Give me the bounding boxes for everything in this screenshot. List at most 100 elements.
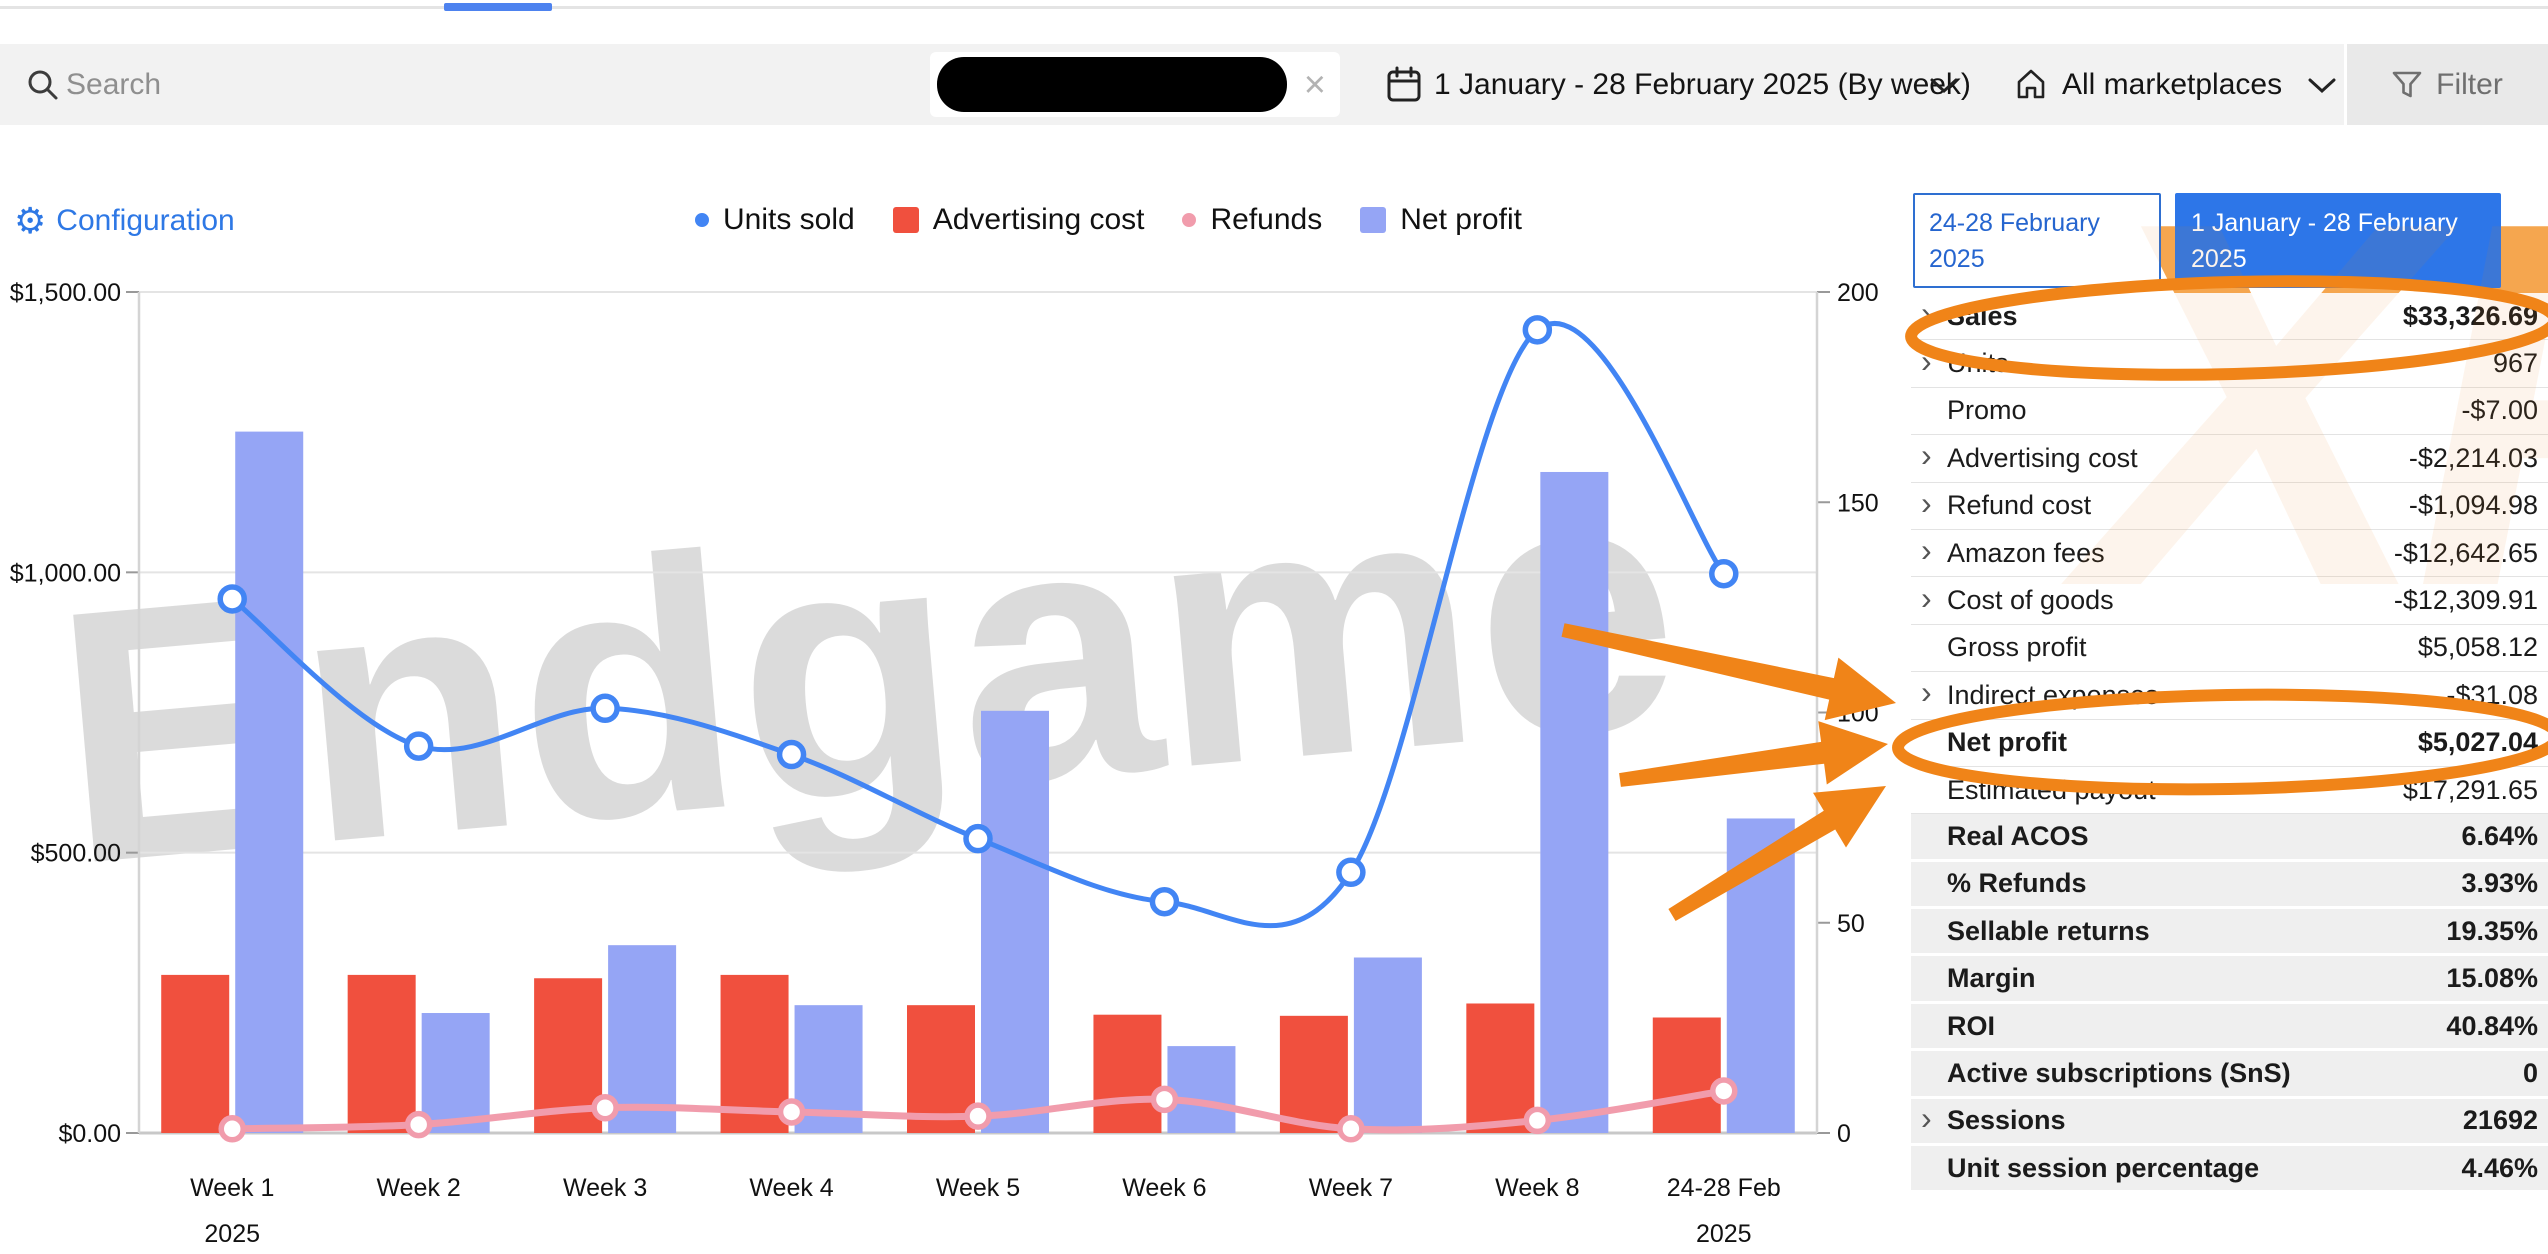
table-row-cost-of-goods[interactable]: › Cost of goods -$12,309.91 <box>1911 577 2548 625</box>
table-row-amazon-fees[interactable]: › Amazon fees -$12,642.65 <box>1911 529 2548 578</box>
clear-chip-button[interactable]: × <box>1303 63 1326 106</box>
metrics-table: › Sales $33,326.69 › Units 967 Promo -$7.00 › Adv… <box>1911 293 2548 1194</box>
row-label: Sessions <box>1947 1105 2066 1136</box>
chevron-down-icon[interactable] <box>1930 78 1958 94</box>
bar-advertising-cost <box>1279 1015 1348 1133</box>
x-axis-label: Week 8 <box>1495 1174 1579 1202</box>
row-label: Active subscriptions (SnS) <box>1947 1057 2291 1088</box>
product-filter-chip[interactable]: × <box>930 52 1340 117</box>
x-axis-sublabel: 2025 <box>204 1220 260 1248</box>
legend-item-refunds[interactable]: Refunds <box>1182 203 1322 237</box>
row-value: -$12,309.91 <box>2393 585 2538 616</box>
table-row-units[interactable]: › Units 967 <box>1911 340 2548 388</box>
bar-net-profit <box>981 710 1049 1133</box>
chevron-down-icon[interactable] <box>2308 78 2336 94</box>
top-bar <box>0 0 2548 12</box>
row-value: -$7.00 <box>2461 395 2538 426</box>
chevron-right-icon[interactable]: › <box>1921 295 1932 332</box>
legend-ring-icon <box>695 213 709 227</box>
table-row-sellable-returns: Sellable returns 19.35% <box>1911 909 2548 957</box>
left-axis-label: $1,000.00 <box>10 559 121 587</box>
table-row-roi: ROI 40.84% <box>1911 1003 2548 1052</box>
row-value: $5,058.12 <box>2417 632 2538 663</box>
table-row-advertising-cost[interactable]: › Advertising cost -$2,214.03 <box>1911 435 2548 483</box>
row-value: -$31.08 <box>2446 679 2538 710</box>
profit-chart[interactable]: $0.00 $500.00 $1,000.00 $1,500.00 0 50 100 150 2… <box>0 0 1880 1254</box>
row-label: Sales <box>1947 300 2018 331</box>
legend-item-advertising-cost[interactable]: Advertising cost <box>892 203 1145 237</box>
gear-icon: ⚙ <box>14 200 47 241</box>
table-row-net-profit: Net profit $5,027.04 <box>1911 719 2548 767</box>
chevron-right-icon[interactable]: › <box>1921 437 1932 474</box>
configuration-link[interactable]: ⚙ Configuration <box>14 203 235 239</box>
row-value: $17,291.65 <box>2402 774 2538 805</box>
legend-item-net-profit[interactable]: Net profit <box>1360 203 1522 237</box>
row-value: 6.64% <box>2461 820 2538 851</box>
table-row-real-acos: Real ACOS 6.64% <box>1911 814 2548 862</box>
date-range-selector[interactable]: 1 January - 28 February 2025 (By week) <box>1434 67 1971 101</box>
x-axis-label: 24-28 Feb <box>1667 1174 1781 1202</box>
bar-advertising-cost <box>161 974 230 1133</box>
chevron-right-icon[interactable]: › <box>1921 1099 1932 1136</box>
funnel-icon <box>2392 71 2422 97</box>
legend-label: Net profit <box>1400 203 1522 236</box>
bar-net-profit <box>235 431 304 1134</box>
row-label: Gross profit <box>1947 632 2087 663</box>
chevron-right-icon[interactable]: › <box>1921 579 1932 616</box>
point-units-sold <box>1522 315 1553 345</box>
row-label: Promo <box>1947 395 2027 426</box>
tab-total-period[interactable]: 1 January - 28 February 2025 <box>2175 193 2501 288</box>
right-axis-label: 50 <box>1837 910 1865 938</box>
point-units-sold <box>217 584 247 614</box>
table-row-promo: Promo -$7.00 <box>1911 387 2548 436</box>
row-value: 15.08% <box>2446 963 2538 994</box>
bar-advertising-cost <box>907 1005 975 1133</box>
search-filter-bar: Search × 1 January - 28 February 2025 (B… <box>0 44 2548 125</box>
bar-advertising-cost <box>347 974 416 1133</box>
bar-net-profit <box>1726 818 1795 1133</box>
point-refunds <box>218 1115 246 1143</box>
legend-item-units-sold[interactable]: Units sold <box>695 203 855 237</box>
point-refunds <box>964 1102 992 1130</box>
table-row-estimated-payout: Estimated payout $17,291.65 <box>1911 766 2548 815</box>
row-label: Sellable returns <box>1947 915 2150 946</box>
filter-button[interactable]: Filter <box>2344 44 2548 125</box>
tab-current-period[interactable]: 24-28 February 2025 <box>1913 193 2161 288</box>
row-label: Unit session percentage <box>1947 1152 2260 1183</box>
bar-net-profit <box>421 1013 490 1133</box>
bar-net-profit <box>1353 957 1422 1133</box>
row-value: $5,027.04 <box>2417 727 2538 758</box>
chevron-right-icon[interactable]: › <box>1921 484 1932 521</box>
table-row-refund-cost[interactable]: › Refund cost -$1,094.98 <box>1911 482 2548 530</box>
row-value: 19.35% <box>2446 915 2538 946</box>
row-label: Cost of goods <box>1947 585 2114 616</box>
row-value: -$12,642.65 <box>2393 537 2538 568</box>
row-value: -$2,214.03 <box>2408 442 2538 473</box>
row-value: 0 <box>2522 1057 2538 1088</box>
marketplace-selector[interactable]: All marketplaces <box>2062 67 2283 101</box>
chevron-right-icon[interactable]: › <box>1921 674 1932 711</box>
right-axis-label: 0 <box>1837 1120 1851 1148</box>
filter-label: Filter <box>2436 67 2503 101</box>
row-value: 40.84% <box>2446 1010 2538 1041</box>
legend-label: Advertising cost <box>932 203 1145 236</box>
row-value: 967 <box>2492 348 2538 379</box>
x-axis-label: Week 6 <box>1122 1174 1206 1202</box>
chevron-right-icon[interactable]: › <box>1921 532 1932 569</box>
row-label: % Refunds <box>1947 868 2087 899</box>
left-axis-label: $0.00 <box>58 1120 121 1148</box>
table-row-sessions[interactable]: › Sessions 21692 <box>1911 1098 2548 1147</box>
legend-ring-icon <box>1182 213 1197 227</box>
metrics-panel: 24-28 February 2025 1 January - 28 Febru… <box>1911 190 2548 1200</box>
table-row-sales[interactable]: › Sales $33,326.69 <box>1911 293 2548 341</box>
bar-advertising-cost <box>1466 1003 1535 1133</box>
row-value: -$1,094.98 <box>2408 490 2538 521</box>
redacted-product-tag <box>937 57 1287 112</box>
point-refunds <box>1150 1085 1179 1114</box>
table-row-indirect-expenses[interactable]: › Indirect expenses -$31.08 <box>1911 672 2548 720</box>
x-axis-label: Week 1 <box>190 1174 274 1202</box>
search-input[interactable]: Search <box>66 67 162 101</box>
chevron-right-icon[interactable]: › <box>1921 342 1932 379</box>
point-refunds <box>777 1098 806 1126</box>
row-label: ROI <box>1947 1010 1996 1041</box>
